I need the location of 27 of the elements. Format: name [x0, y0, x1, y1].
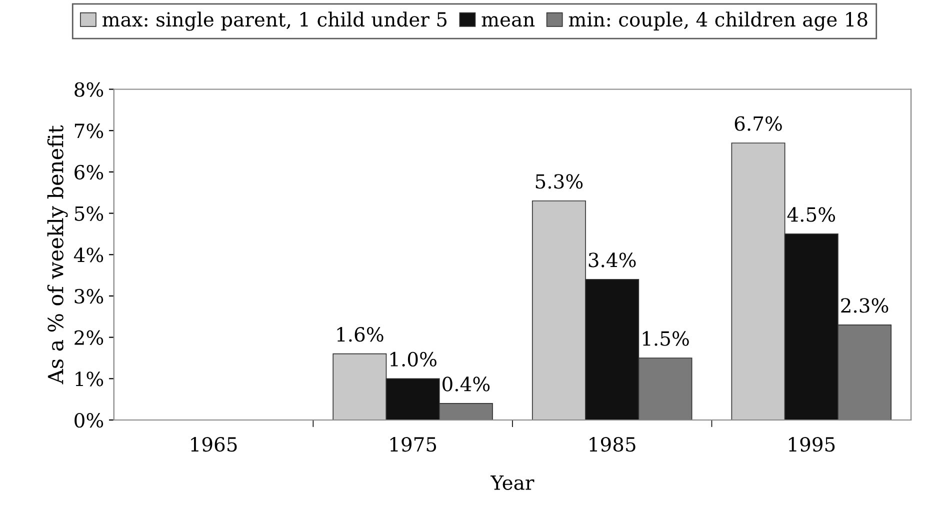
x-tick-label: 1995: [789, 437, 835, 452]
x-tick-label: 1975: [390, 437, 436, 452]
data-label: 3.4%: [588, 252, 636, 268]
data-label: 5.3%: [536, 174, 583, 189]
x-axis-title: Year: [490, 476, 534, 490]
data-label: 6.7%: [734, 116, 782, 131]
legend-label: max: single parent, 1 child under 5: [102, 12, 447, 31]
data-label: 1.6%: [337, 327, 384, 342]
legend-label: mean: [482, 16, 535, 27]
y-axis-title: As a % of weekly benefit: [47, 125, 68, 384]
y-tick-label: 2%: [74, 330, 104, 345]
legend-label: min: couple, 4 children age 18: [568, 12, 868, 31]
data-label: 0.4%: [442, 376, 490, 392]
y-tick-label: 4%: [74, 248, 104, 262]
x-tick-label: 1965: [191, 437, 237, 452]
y-tick-label: 8%: [74, 82, 104, 97]
y-tick-label: 3%: [74, 288, 104, 304]
y-tick-label: 7%: [74, 124, 104, 138]
data-label: 2.3%: [841, 298, 888, 313]
y-tick-label: 5%: [74, 206, 104, 221]
data-label: 1.5%: [642, 331, 689, 346]
y-tick-label: 6%: [74, 164, 104, 180]
data-label: 1.0%: [390, 352, 436, 367]
y-tick-label: 0%: [74, 412, 104, 428]
y-tick-label: 1%: [76, 372, 104, 386]
x-tick-label: 1985: [590, 437, 636, 452]
data-label: 4.5%: [787, 207, 836, 222]
